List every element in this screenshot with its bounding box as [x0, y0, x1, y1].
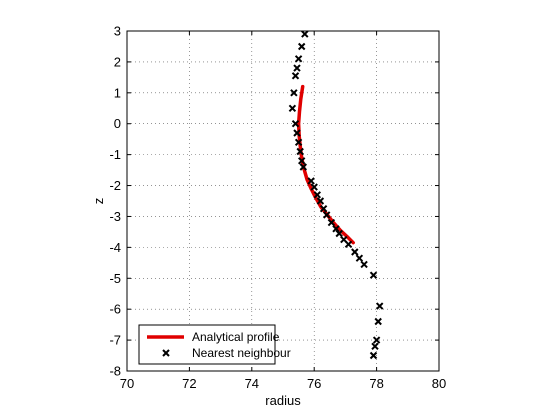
x-tick-label: 74: [245, 376, 259, 391]
y-tick-label: 2: [114, 54, 121, 69]
y-tick-label: 3: [114, 24, 121, 39]
y-tick-label: -5: [109, 271, 121, 286]
x-tick-label: 72: [182, 376, 196, 391]
nearest-neighbour-series: [288, 30, 384, 360]
y-tick-label: -2: [109, 178, 121, 193]
nearest-neighbour-point: [319, 204, 328, 213]
nearest-neighbour-point: [293, 129, 301, 137]
nearest-neighbour-point: [310, 183, 318, 191]
legend-swatch-nearest: [162, 349, 170, 357]
nearest-neighbour-point: [327, 218, 336, 227]
nearest-neighbour-point: [288, 104, 297, 113]
legend-label-nearest: Nearest neighbour: [192, 346, 291, 360]
y-tick-label: -1: [109, 147, 121, 162]
nearest-neighbour-point: [307, 177, 315, 185]
nearest-neighbour-point: [313, 191, 322, 199]
nearest-neighbour-point: [294, 55, 303, 63]
legend-label-analytical: Analytical profile: [192, 330, 280, 344]
nearest-neighbour-point: [335, 229, 343, 238]
nearest-neighbour-point: [344, 240, 353, 249]
nearest-neighbour-point: [355, 254, 364, 262]
y-tick-label: -7: [109, 333, 121, 348]
y-tick-label: -4: [109, 240, 121, 255]
x-tick-label: 78: [369, 376, 383, 391]
nearest-neighbour-point: [294, 138, 303, 147]
y-tick-label: 1: [114, 85, 121, 100]
nearest-neighbour-point: [291, 72, 300, 80]
nearest-neighbour-point: [297, 157, 306, 165]
nearest-neighbour-point: [322, 211, 331, 219]
x-tick-label: 76: [307, 376, 321, 391]
x-tick-labels: 70 72 74 76 78 80: [120, 376, 446, 391]
y-axis-label: z: [91, 198, 106, 205]
nearest-neighbour-point: [332, 225, 340, 233]
nearest-neighbour-point: [291, 119, 300, 128]
y-tick-label: -3: [109, 209, 121, 224]
nearest-neighbour-point: [374, 317, 382, 326]
nearest-neighbour-point: [299, 163, 308, 171]
plot-area-frame: [126, 30, 440, 372]
nearest-neighbour-point: [369, 351, 378, 360]
x-tick-label: 70: [120, 376, 134, 391]
nearest-neighbour-point: [293, 64, 301, 72]
y-tick-label: -8: [109, 364, 121, 379]
legend-box: [138, 324, 276, 365]
nearest-neighbour-point: [369, 271, 378, 279]
grid-lines: [126, 30, 440, 372]
nearest-neighbour-point: [301, 30, 309, 38]
nearest-neighbour-point: [372, 336, 381, 344]
x-axis-label: radius: [265, 393, 301, 408]
y-tick-label: 0: [114, 116, 121, 131]
legend: Analytical profile Nearest neighbour: [138, 324, 291, 365]
nearest-neighbour-point: [375, 302, 384, 310]
nearest-neighbour-point: [316, 197, 325, 205]
analytical-profile-series: [296, 84, 355, 245]
x-tick-label: 80: [432, 376, 446, 391]
nearest-neighbour-point: [290, 89, 298, 97]
nearest-neighbour-point: [371, 342, 379, 351]
analytical-profile-line: [296, 84, 355, 245]
nearest-neighbour-point: [297, 42, 306, 51]
y-tick-labels: 3 2 1 0 -1 -2 -3 -4 -5 -6 -7 -8: [109, 24, 121, 379]
nearest-neighbour-point: [296, 147, 304, 156]
nearest-neighbour-point: [360, 260, 368, 269]
nearest-neighbour-point: [351, 248, 359, 256]
axis-ticks: [126, 30, 440, 372]
y-tick-label: -6: [109, 302, 121, 317]
